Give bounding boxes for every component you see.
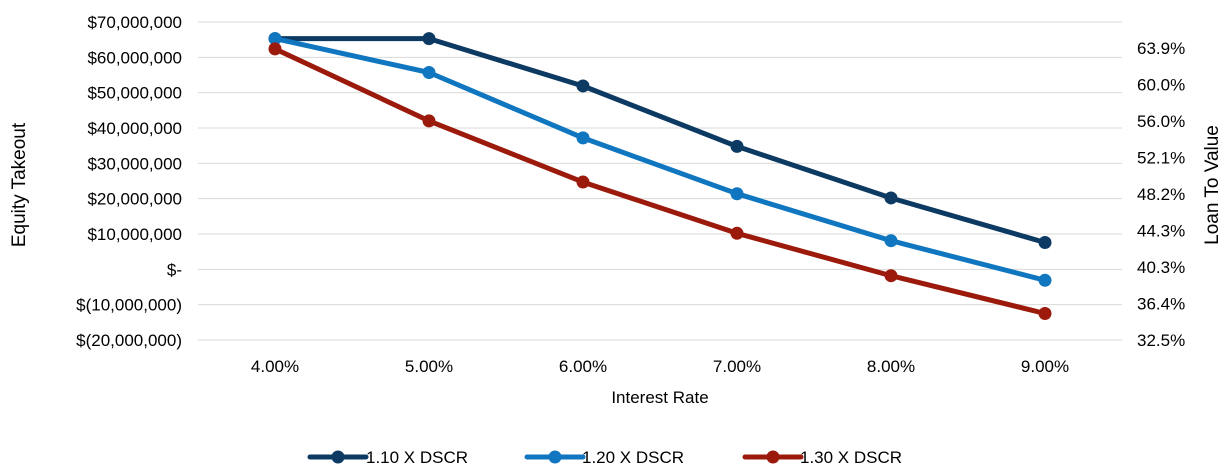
data-point [576, 131, 590, 145]
x-tick-label: 6.00% [559, 357, 607, 376]
y-axis-title: Equity Takeout [9, 122, 30, 247]
data-point [1038, 273, 1052, 287]
series-line-3 [272, 46, 1048, 316]
data-point [268, 32, 282, 46]
y-tick-label: $60,000,000 [87, 48, 182, 67]
data-point [730, 226, 744, 240]
y2-tick-label: 52.1% [1137, 149, 1185, 168]
data-point [576, 175, 590, 189]
y-tick-label: $20,000,000 [87, 190, 182, 209]
y-tick-label: $40,000,000 [87, 119, 182, 138]
y-tick-label: $(20,000,000) [76, 331, 182, 350]
y-axis-ticks: $(20,000,000) $(10,000,000) $- $10,000,000 $… [76, 13, 182, 350]
y2-tick-label: 60.0% [1137, 76, 1185, 95]
x-tick-label: 7.00% [713, 357, 761, 376]
y2-tick-label: 63.9% [1137, 39, 1185, 58]
x-tick-label: 4.00% [251, 357, 299, 376]
y2-tick-label: 32.5% [1137, 331, 1185, 350]
y2-tick-label: 36.4% [1137, 295, 1185, 314]
data-point [884, 234, 898, 248]
series-markers [268, 32, 1052, 320]
y-tick-label: $(10,000,000) [76, 296, 182, 315]
legend-label: 1.30 X DSCR [800, 448, 902, 467]
x-axis-ticks: 4.00% 5.00% 6.00% 7.00% 8.00% 9.00% [251, 357, 1069, 376]
y2-tick-label: 48.2% [1137, 185, 1185, 204]
data-point [1038, 235, 1052, 249]
data-point [730, 187, 744, 201]
y-tick-label: $70,000,000 [87, 13, 182, 32]
gridlines [198, 21, 1122, 341]
legend-swatch-marker [766, 450, 780, 464]
y-tick-label: $- [167, 260, 182, 279]
data-point [884, 191, 898, 205]
legend-label: 1.10 X DSCR [366, 448, 468, 467]
legend-label: 1.20 X DSCR [582, 448, 684, 467]
legend: 1.10 X DSCR 1.20 X DSCR 1.30 X DSCR [307, 448, 902, 467]
legend-swatch-marker [331, 450, 345, 464]
y-tick-label: $50,000,000 [87, 84, 182, 103]
data-point [422, 114, 436, 128]
data-point [422, 66, 436, 80]
series-lines [272, 36, 1048, 316]
x-tick-label: 8.00% [867, 357, 915, 376]
data-point [576, 79, 590, 93]
y2-tick-label: 56.0% [1137, 112, 1185, 131]
y-tick-label: $10,000,000 [87, 225, 182, 244]
data-point [422, 32, 436, 46]
y2-tick-label: 40.3% [1137, 258, 1185, 277]
data-point [268, 42, 282, 56]
series-line-1 [272, 36, 1048, 245]
x-tick-label: 5.00% [405, 357, 453, 376]
series-line-2 [272, 36, 1048, 283]
y-tick-label: $30,000,000 [87, 154, 182, 173]
y2-tick-label: 44.3% [1137, 222, 1185, 241]
data-point [730, 139, 744, 153]
x-axis-title: Interest Rate [611, 388, 708, 407]
y2-axis-ticks: 32.5% 36.4% 40.3% 44.3% 48.2% 52.1% 56.0% 60.0%… [1137, 39, 1185, 350]
legend-swatch-marker [548, 450, 562, 464]
x-tick-label: 9.00% [1021, 357, 1069, 376]
y2-axis-title: Loan To Value [1202, 125, 1223, 245]
data-point [1038, 307, 1052, 320]
data-point [884, 269, 898, 283]
